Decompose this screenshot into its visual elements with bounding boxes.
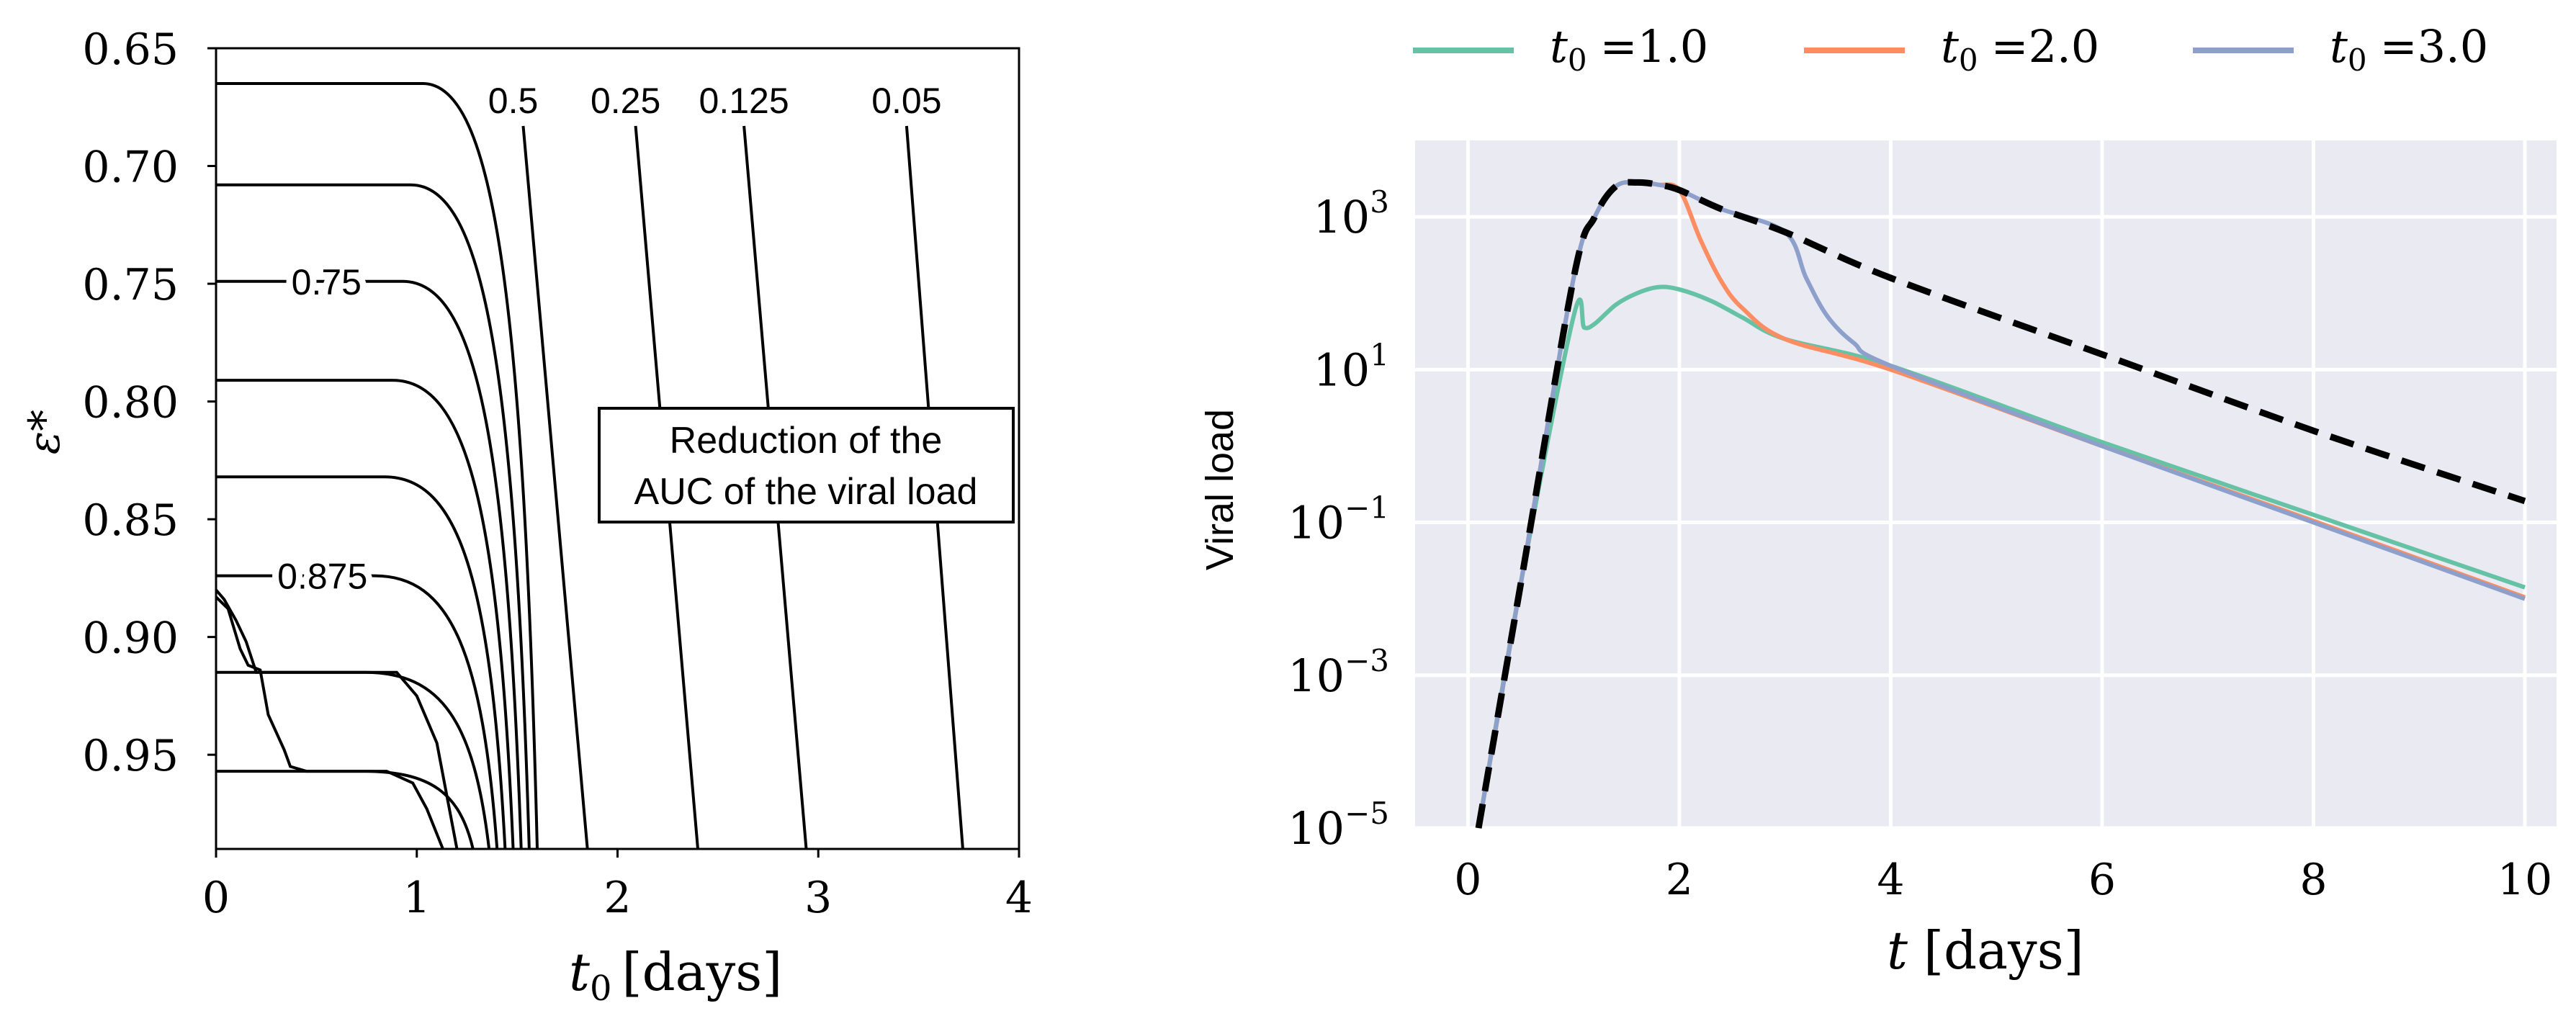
series-line-untreated [1475,179,2526,829]
x-tick-label: 3 [804,873,832,923]
gridlines [1415,140,2557,830]
annotation-line-2: AUC of the viral load [634,471,978,513]
x-tick-label: 4 [1877,855,1904,905]
x-tick-label: 2 [1666,855,1693,905]
contour-line [216,82,539,850]
y-tick-label: 0.65 [82,24,179,75]
y-tick-base: 10 [1313,191,1370,243]
legend-symbol: t [2330,20,2348,73]
y-tick-label: 101 [1313,337,1389,396]
legend-entry: t0 =3.0 [2330,20,2488,78]
legend-symbol: t [1550,20,1568,73]
contour-line [216,279,523,850]
x-axis-label: t [days] [1887,920,2084,981]
legend-entry: t0 =1.0 [1550,20,1708,78]
y-tick-exponent: 1 [1370,337,1389,372]
y-axis-ticks: 0.65 0.70 0.75 0.80 0.85 0.90 0.95 [82,24,216,781]
y-tick-base: 10 [1313,343,1370,396]
legend: t0 =1.0 t0 =2.0 t0 =3.0 [1413,20,2488,78]
contour-label: 0.5 [488,81,539,121]
y-tick-base: 10 [1288,497,1345,549]
y-tick-label: 10−5 [1288,796,1389,855]
y-tick-label: 103 [1313,184,1389,243]
contour-label: 0.25 [591,81,660,121]
y-axis-label: ε* [19,410,70,454]
series-line-t0-1.0 [1476,284,2526,829]
contour-panel: 0.5 0.25 0.125 0.05 0.75 0.875 0 1 2 3 4 0.65 0.70… [19,24,1033,1009]
y-tick-label: 10−1 [1288,490,1389,549]
y-tick-exponent: −3 [1345,643,1389,678]
contour-line-step [215,588,459,850]
y-tick-label: 0.80 [82,378,179,428]
legend-value: =3.0 [2380,20,2489,73]
annotation-frame [598,407,1015,523]
y-axis-label: Viral load [1198,409,1242,570]
y-tick-label: 0.85 [82,495,179,546]
contour-line [216,475,507,850]
y-tick-label: 0.75 [82,260,179,310]
legend-subscript: 0 [1568,42,1587,78]
contour-line [216,379,515,850]
y-tick-exponent: 3 [1370,184,1389,220]
y-tick-base: 10 [1288,649,1345,702]
contour-label: 0.75 [292,262,362,302]
annotation-box: Reduction of the AUC of the viral load [598,407,1015,523]
contour-line-staircase [215,595,444,850]
contour-line [216,574,499,850]
annotation-line-1: Reduction of the [670,420,943,462]
y-tick-label: 0.90 [82,613,179,664]
contour-label: 0.875 [277,557,367,597]
x-tick-label: 8 [2299,855,2327,905]
contour-labels: 0.5 0.25 0.125 0.05 0.75 0.875 [271,74,948,603]
contour-label: 0.125 [699,81,789,121]
x-tick-label: 0 [1454,855,1481,905]
x-tick-label: 1 [403,873,431,923]
x-axis-ticks: 0 2 4 6 8 10 [1454,855,2552,905]
legend-value: =1.0 [1600,20,1709,73]
contour-line [216,770,475,850]
y-tick-exponent: −5 [1345,796,1389,831]
x-tick-label: 2 [603,873,631,923]
y-tick-label: 0.95 [82,731,179,781]
legend-symbol: t [1941,20,1959,73]
x-axis-label: t0 [days] [569,942,782,1009]
legend-subscript: 0 [2348,42,2367,78]
x-axis-ticks: 0 1 2 3 4 [202,849,1033,923]
y-tick-label: 10−3 [1288,643,1389,702]
legend-entry: t0 =2.0 [1941,20,2099,78]
x-tick-label: 0 [202,873,230,923]
plot-background [1415,140,2557,828]
contour-line [216,183,531,850]
legend-value: =2.0 [1991,20,2100,73]
x-tick-label: 4 [1005,873,1033,923]
series-lines [1475,179,2526,829]
y-tick-exponent: −1 [1345,490,1389,526]
y-tick-label: 0.70 [82,143,179,193]
x-tick-label: 6 [2088,855,2116,905]
x-tick-label: 10 [2498,855,2552,905]
contour-lines [215,82,964,850]
contour-line-0.5 [521,125,589,850]
y-tick-base: 10 [1288,802,1345,855]
legend-subscript: 0 [1959,42,1978,78]
contour-label: 0.05 [871,81,941,121]
contour-line [216,670,491,850]
